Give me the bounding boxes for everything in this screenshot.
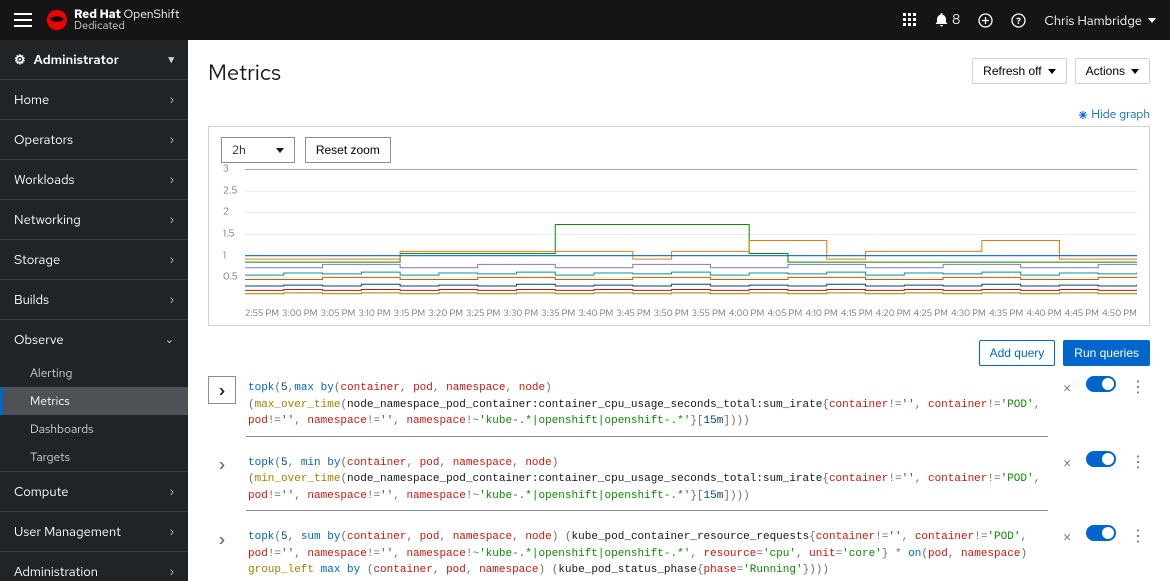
chart-card: 2h Reset zoom 32.521.510.52:55 PM3:00 PM… [208,126,1150,326]
expand-query-button[interactable]: › [208,525,236,553]
sidebar-item-builds[interactable]: Builds› [0,280,188,319]
time-range-select[interactable]: 2h [221,137,295,163]
reset-zoom-button[interactable]: Reset zoom [305,137,391,163]
add-icon[interactable] [978,13,993,28]
topbar: Red Hat OpenShift Dedicated 8 ? Chris Ha… [0,0,1170,40]
sidebar-item-user-management[interactable]: User Management› [0,512,188,551]
sidebar-item-networking[interactable]: Networking› [0,200,188,239]
sidebar-item-administration[interactable]: Administration› [0,552,188,581]
hide-graph-link[interactable]: Hide graph [1078,106,1150,122]
query-row: › topk(5, sum by(container, pod, namespac… [208,525,1150,581]
help-icon[interactable]: ? [1011,13,1026,28]
sidebar-sub-dashboards[interactable]: Dashboards [0,415,188,443]
caret-down-icon [1148,18,1156,23]
query-toggle[interactable] [1086,376,1116,392]
add-query-button[interactable]: Add query [979,340,1056,366]
sidebar-item-storage[interactable]: Storage› [0,240,188,279]
redhat-icon [46,9,68,31]
user-menu[interactable]: Chris Hambridge [1044,12,1156,29]
sidebar-item-observe[interactable]: Observe⌄ [0,320,188,359]
query-toggle[interactable] [1086,525,1116,541]
query-toggle[interactable] [1086,451,1116,467]
refresh-dropdown[interactable]: Refresh off [972,58,1066,84]
sidebar-item-compute[interactable]: Compute› [0,472,188,511]
clear-query-button[interactable]: × [1058,451,1076,476]
sidebar-sub-targets[interactable]: Targets [0,443,188,471]
expand-query-button[interactable]: › [208,376,236,404]
sidebar-item-operators[interactable]: Operators› [0,120,188,159]
sidebar: ⚙Administrator▾Home›Operators›Workloads›… [0,40,188,581]
query-input[interactable]: topk(5, sum by(container, pod, namespace… [246,525,1048,581]
run-queries-button[interactable]: Run queries [1063,340,1150,366]
sidebar-sub-metrics[interactable]: Metrics [0,387,188,415]
main-content: Metrics Refresh off Actions Hide graph 2… [188,40,1170,581]
sidebar-sub-alerting[interactable]: Alerting [0,359,188,387]
notifications-icon[interactable]: 8 [935,11,960,29]
query-row: › topk(5,max by(container, pod, namespace… [208,376,1150,437]
svg-text:?: ? [1016,15,1021,27]
chart-area[interactable]: 32.521.510.52:55 PM3:00 PM3:05 PM3:10 PM… [245,169,1137,319]
query-kebab[interactable]: ⋮ [1126,525,1150,546]
query-row: › topk(5, min by(container, pod, namespac… [208,451,1150,512]
apps-icon[interactable] [903,13,917,27]
clear-query-button[interactable]: × [1058,525,1076,550]
notif-count: 8 [952,11,960,29]
query-kebab[interactable]: ⋮ [1126,376,1150,397]
query-kebab[interactable]: ⋮ [1126,451,1150,472]
hamburger-menu[interactable] [14,13,32,27]
sidebar-item-home[interactable]: Home› [0,80,188,119]
perspective-switcher[interactable]: ⚙Administrator▾ [0,40,188,79]
username: Chris Hambridge [1044,12,1142,29]
sidebar-item-workloads[interactable]: Workloads› [0,160,188,199]
actions-dropdown[interactable]: Actions [1075,58,1150,84]
query-input[interactable]: topk(5, min by(container, pod, namespace… [246,451,1048,512]
product-logo[interactable]: Red Hat OpenShift Dedicated [46,8,179,32]
expand-query-button[interactable]: › [208,451,236,479]
query-input[interactable]: topk(5,max by(container, pod, namespace,… [246,376,1048,437]
clear-query-button[interactable]: × [1058,376,1076,401]
